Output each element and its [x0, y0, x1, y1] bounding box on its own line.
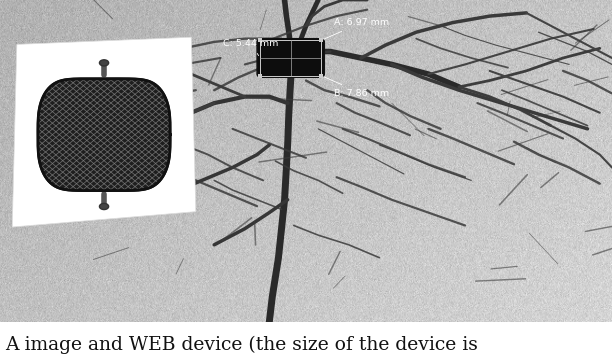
- Ellipse shape: [99, 203, 109, 210]
- Polygon shape: [38, 79, 170, 191]
- Text: C: 5.44 mm: C: 5.44 mm: [223, 39, 278, 56]
- Polygon shape: [12, 37, 196, 227]
- FancyBboxPatch shape: [257, 39, 324, 77]
- Bar: [260, 40, 321, 76]
- Text: A image and WEB device (the size of the device is: A image and WEB device (the size of the …: [5, 336, 478, 354]
- Ellipse shape: [99, 60, 109, 66]
- Text: B: 7.86 mm: B: 7.86 mm: [324, 77, 389, 98]
- Text: A: 6.97 mm: A: 6.97 mm: [324, 18, 389, 39]
